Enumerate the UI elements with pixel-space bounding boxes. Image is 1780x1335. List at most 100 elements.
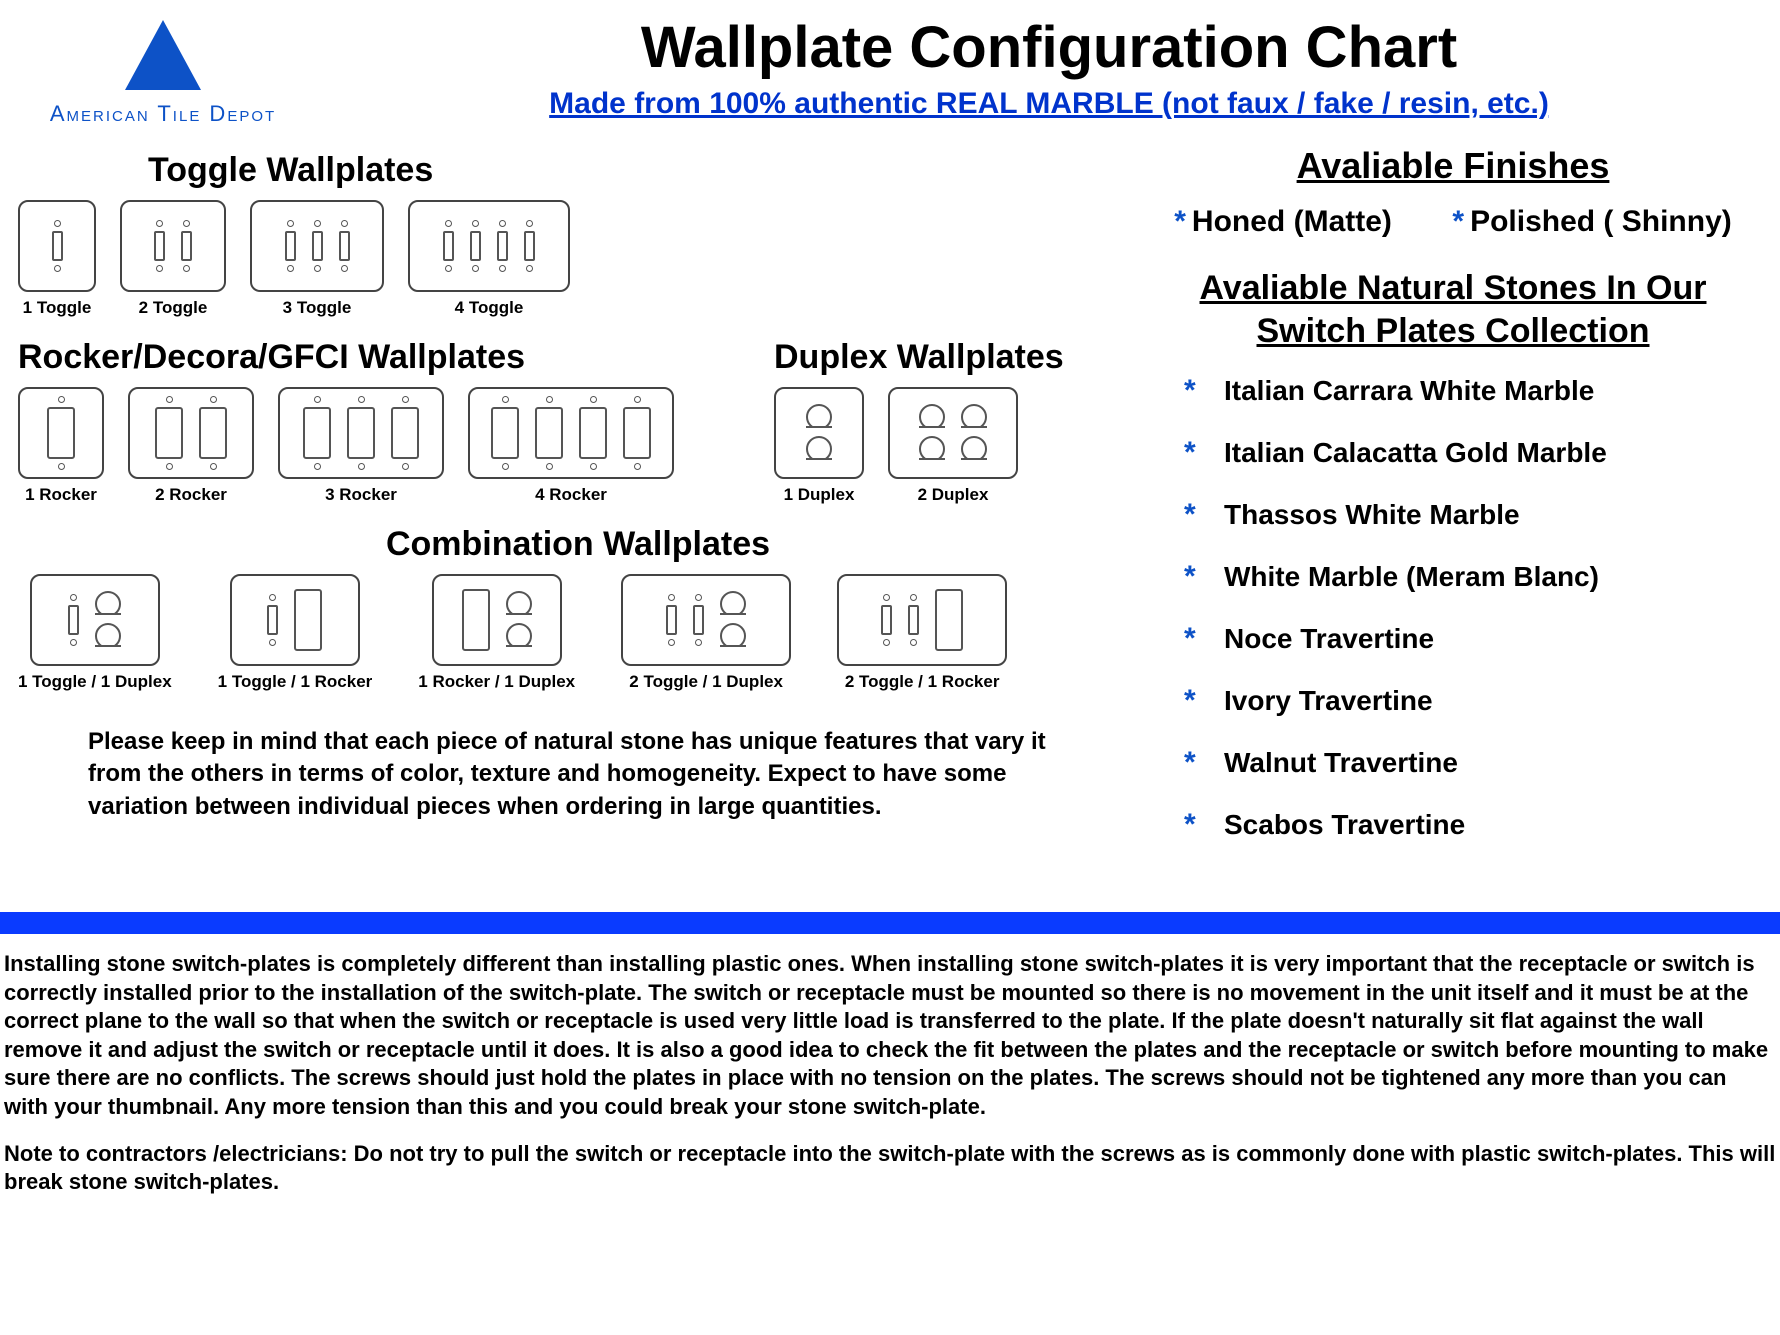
subtitle-link[interactable]: Made from 100% authentic REAL MARBLE (no… [549, 87, 1549, 121]
star-icon: * [1184, 436, 1218, 470]
duplex-gang [915, 404, 949, 462]
plate-item: 1 Toggle / 1 Duplex [18, 574, 172, 692]
rocker-gang [195, 396, 231, 470]
wallplate-icon [774, 387, 864, 479]
duplex-gang [716, 591, 750, 649]
screw-icon [445, 265, 452, 272]
star-icon: * [1184, 746, 1218, 780]
wallplate-icon [837, 574, 1007, 666]
stone-item: *Scabos Travertine [1184, 808, 1762, 842]
finishes-title: Avaliable Finishes [1144, 145, 1762, 187]
duplex-gang [91, 591, 125, 649]
outlet-icon [720, 591, 746, 617]
screw-icon [314, 265, 321, 272]
plate-label: 4 Rocker [535, 485, 607, 505]
screw-icon [358, 463, 365, 470]
header: American Tile Depot Wallplate Configurat… [18, 10, 1762, 127]
toggle-gang [520, 220, 539, 272]
wallplate-icon [888, 387, 1018, 479]
star-icon: * [1184, 374, 1218, 408]
toggle-gang [439, 220, 458, 272]
outlet-icon [720, 623, 746, 649]
rocker-slot-icon [303, 407, 331, 459]
wallplate-icon [250, 200, 384, 292]
toggle-gang [466, 220, 485, 272]
combo-section-title: Combination Wallplates [18, 525, 1138, 564]
screw-icon [499, 265, 506, 272]
star-icon: * [1452, 205, 1464, 238]
outlet-icon [961, 404, 987, 430]
screw-icon [54, 220, 61, 227]
star-icon: * [1184, 498, 1218, 532]
screw-icon [341, 265, 348, 272]
toggle-slot-icon [154, 231, 165, 261]
plate-label: 3 Toggle [283, 298, 352, 318]
plate-item: 2 Rocker [128, 387, 254, 505]
brand-logo: American Tile Depot [18, 10, 308, 127]
screw-icon [668, 594, 675, 601]
screw-icon [314, 220, 321, 227]
star-icon: * [1174, 205, 1186, 238]
screw-icon [695, 639, 702, 646]
rocker-section-title: Rocker/Decora/GFCI Wallplates [18, 338, 674, 377]
screw-icon [166, 463, 173, 470]
left-column: Toggle Wallplates 1 Toggle2 Toggle3 Togg… [18, 145, 1138, 870]
plate-label: 1 Rocker [25, 485, 97, 505]
plate-label: 1 Toggle [23, 298, 92, 318]
divider-bar [0, 912, 1780, 934]
screw-icon [156, 265, 163, 272]
toggle-slot-icon [443, 231, 454, 261]
rocker-row: 1 Rocker 2 Rocker3 Rocker 4 Rocker [18, 387, 674, 505]
wallplate-icon [621, 574, 791, 666]
toggle-slot-icon [908, 605, 919, 635]
toggle-gang [150, 220, 169, 272]
rocker-gang [151, 396, 187, 470]
toggle-slot-icon [339, 231, 350, 261]
finish-label: Honed (Matte) [1192, 205, 1392, 238]
screw-icon [358, 396, 365, 403]
toggle-gang [281, 220, 300, 272]
toggle-gang [308, 220, 327, 272]
toggle-slot-icon [693, 605, 704, 635]
screw-icon [634, 463, 641, 470]
duplex-gang [502, 591, 536, 649]
screw-icon [590, 463, 597, 470]
outlet-icon [806, 436, 832, 462]
screw-icon [526, 265, 533, 272]
right-column: Avaliable Finishes *Honed (Matte) *Polis… [1138, 145, 1762, 870]
plate-item: 1 Toggle / 1 Rocker [218, 574, 373, 692]
screw-icon [210, 463, 217, 470]
screw-icon [58, 396, 65, 403]
stone-name: Italian Calacatta Gold Marble [1224, 437, 1607, 469]
plate-item: 2 Toggle / 1 Duplex [621, 574, 791, 692]
plate-label: 2 Toggle / 1 Duplex [629, 672, 783, 692]
screw-icon [472, 220, 479, 227]
plate-item: 3 Toggle [250, 200, 384, 318]
stone-name: Walnut Travertine [1224, 747, 1458, 779]
plate-item: 1 Rocker [18, 387, 104, 505]
rocker-gang [299, 396, 335, 470]
wallplate-icon [408, 200, 570, 292]
screw-icon [883, 639, 890, 646]
rocker-gang [931, 589, 967, 651]
brand-name: American Tile Depot [18, 101, 308, 127]
plate-item: 1 Rocker / 1 Duplex [418, 574, 575, 692]
toggle-slot-icon [881, 605, 892, 635]
rocker-gang [387, 396, 423, 470]
wallplate-icon [230, 574, 360, 666]
stone-item: *Walnut Travertine [1184, 746, 1762, 780]
screw-icon [314, 463, 321, 470]
plate-item: 3 Rocker [278, 387, 444, 505]
outlet-icon [506, 591, 532, 617]
toggle-slot-icon [312, 231, 323, 261]
screw-icon [287, 265, 294, 272]
plate-label: 2 Toggle [139, 298, 208, 318]
finish-honed: *Honed (Matte) [1174, 205, 1392, 239]
finish-label: Polished ( Shinny) [1470, 205, 1732, 238]
screw-icon [54, 265, 61, 272]
wallplate-icon [120, 200, 226, 292]
plate-item: 1 Toggle [18, 200, 96, 318]
toggle-gang [263, 594, 282, 646]
wallplate-icon [18, 200, 96, 292]
screw-icon [287, 220, 294, 227]
